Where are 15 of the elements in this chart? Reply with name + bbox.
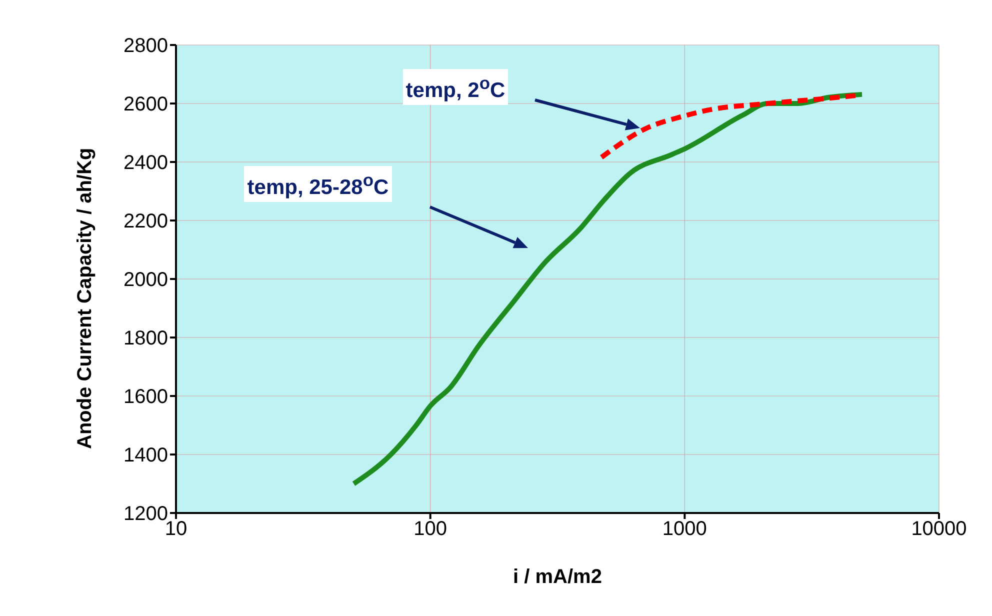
annotation: temp, 2$^{o}$C bbox=[402, 69, 508, 105]
x-tick-label: 100 bbox=[414, 518, 448, 540]
y-tick-label: 2200 bbox=[124, 210, 168, 233]
y-tick-label: 1600 bbox=[124, 386, 168, 408]
y-tick-label: 1400 bbox=[124, 444, 168, 467]
y-tick-label: 2400 bbox=[124, 152, 168, 174]
x-tick-label: 1000 bbox=[662, 518, 707, 540]
y-tick-label: 2000 bbox=[124, 269, 168, 292]
x-tick-label: 10000 bbox=[911, 518, 967, 540]
annotation: temp, 25-28$^{o}$C bbox=[244, 166, 392, 202]
y-axis-title: Anode Current Capacity / ah/Kg bbox=[74, 148, 96, 449]
y-tick-label: 1800 bbox=[124, 328, 168, 350]
y-tick-label: 2800 bbox=[124, 35, 168, 58]
x-axis-title: i / mA/m2 bbox=[513, 566, 602, 588]
y-tick-label: 2600 bbox=[124, 94, 168, 116]
